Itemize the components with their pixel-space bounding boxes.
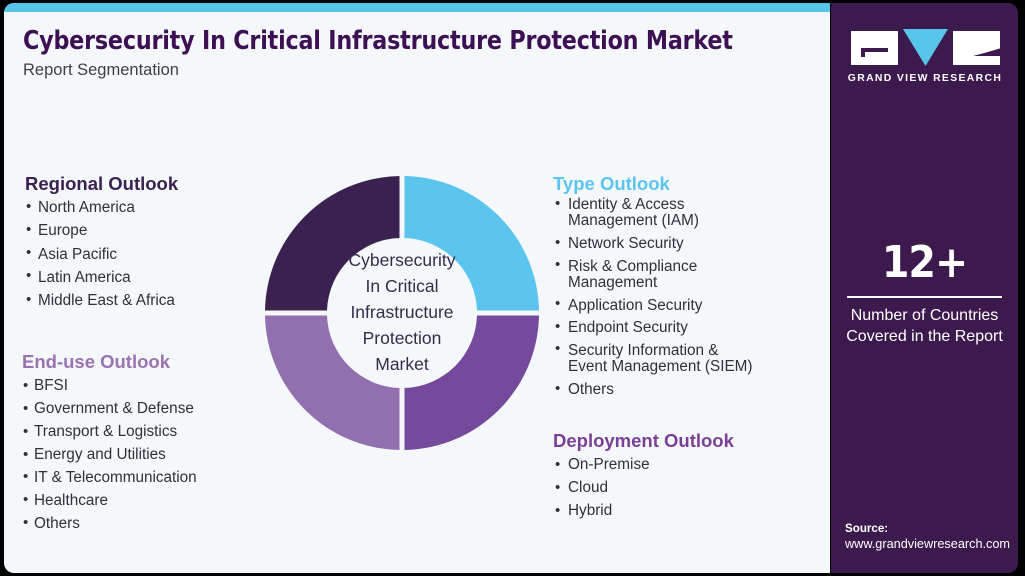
list-item: Identity & Access Management (IAM) — [553, 196, 815, 230]
source-label: Source: — [845, 521, 889, 535]
list-item: IT & Telecommunication — [22, 466, 272, 490]
list-item: Transport & Logistics — [22, 421, 272, 444]
stat-block: 12+ Number of Countries Covered in the R… — [841, 241, 1008, 348]
donut-segment-deployment — [404, 315, 539, 450]
accent-topbar — [4, 3, 830, 12]
section-heading-regional: Regional Outlook — [25, 173, 179, 194]
list-item-line2: Management — [568, 273, 658, 291]
list-item: Hybrid — [553, 500, 815, 523]
section-heading-enduse: End-use Outlook — [22, 351, 170, 372]
list-item: Risk & Compliance Management — [553, 257, 815, 292]
list-item: Others — [553, 381, 815, 399]
section-type-outlook: Type Outlook Identity & Access Managemen… — [553, 173, 815, 404]
list-item: Europe — [25, 219, 265, 242]
list-item: On-Premise — [553, 454, 815, 477]
brand-logo: GRAND VIEW RESEARCH — [847, 29, 1003, 84]
section-enduse-outlook: End-use Outlook BFSI Government & Defens… — [22, 351, 272, 536]
list-item: Application Security — [553, 296, 815, 314]
enduse-outlook-list: BFSI Government & Defense Transport & Lo… — [22, 375, 272, 536]
stat-label-line2: Covered in the Report — [846, 327, 1003, 345]
list-item: Healthcare — [22, 489, 272, 513]
content-card: Cybersecurity In Critical Infrastructure… — [4, 3, 830, 573]
stat-label-line1: Number of Countries — [850, 307, 999, 324]
type-outlook-list: Identity & Access Management (IAM) Netwo… — [553, 196, 815, 398]
donut-chart-svg — [265, 176, 539, 450]
section-regional-outlook: Regional Outlook North America Europe As… — [25, 173, 265, 312]
list-item: Security Information & Event Management … — [553, 341, 815, 376]
page-title: Cybersecurity In Critical Infrastructure… — [23, 26, 733, 56]
list-item: Asia Pacific — [25, 242, 265, 266]
source-block: Source: www.grandviewresearch.com — [845, 521, 1018, 553]
list-item: Others — [22, 512, 272, 536]
donut-segment-enduse — [265, 315, 400, 450]
gvr-logo-icon — [847, 29, 1003, 66]
list-item-line2: Event Management (SIEM) — [568, 358, 753, 375]
deployment-outlook-list: On-Premise Cloud Hybrid — [553, 454, 815, 523]
logo-g-icon — [850, 30, 898, 65]
donut-chart: Cybersecurity In Critical Infrastructure… — [262, 173, 542, 453]
list-item: Cloud — [553, 477, 815, 500]
section-deployment-outlook: Deployment Outlook On-Premise Cloud Hybr… — [553, 430, 815, 523]
section-heading-type: Type Outlook — [553, 173, 670, 194]
list-item-line1: Security Information & — [568, 341, 719, 359]
section-heading-deployment: Deployment Outlook — [553, 430, 734, 451]
source-url[interactable]: www.grandviewresearch.com — [845, 537, 1010, 552]
list-item: Network Security — [553, 235, 815, 253]
list-item-line1: Identity & Access — [568, 196, 685, 214]
stat-label: Number of Countries Covered in the Repor… — [841, 306, 1008, 348]
donut-segment-type — [404, 176, 539, 311]
list-item: Middle East & Africa — [25, 289, 265, 312]
logo-v-icon — [902, 29, 948, 66]
stat-number: 12+ — [881, 237, 968, 288]
donut-segment-regional — [265, 176, 400, 311]
brand-wordmark: GRAND VIEW RESEARCH — [847, 73, 1003, 84]
list-item: Government & Defense — [22, 398, 272, 421]
logo-r-icon — [952, 30, 1000, 65]
header: Cybersecurity In Critical Infrastructure… — [23, 27, 823, 79]
list-item-line2: Management (IAM) — [568, 212, 699, 230]
list-item: Endpoint Security — [553, 319, 815, 337]
list-item-line1: Risk & Compliance — [568, 257, 698, 275]
list-item: BFSI — [22, 375, 272, 398]
page-subtitle: Report Segmentation — [23, 60, 179, 79]
sidebar-panel: GRAND VIEW RESEARCH 12+ Number of Countr… — [831, 3, 1018, 573]
list-item: North America — [25, 196, 265, 219]
stat-divider — [847, 296, 1002, 298]
list-item: Energy and Utilities — [22, 444, 272, 467]
list-item: Latin America — [25, 265, 265, 289]
regional-outlook-list: North America Europe Asia Pacific Latin … — [25, 196, 265, 312]
